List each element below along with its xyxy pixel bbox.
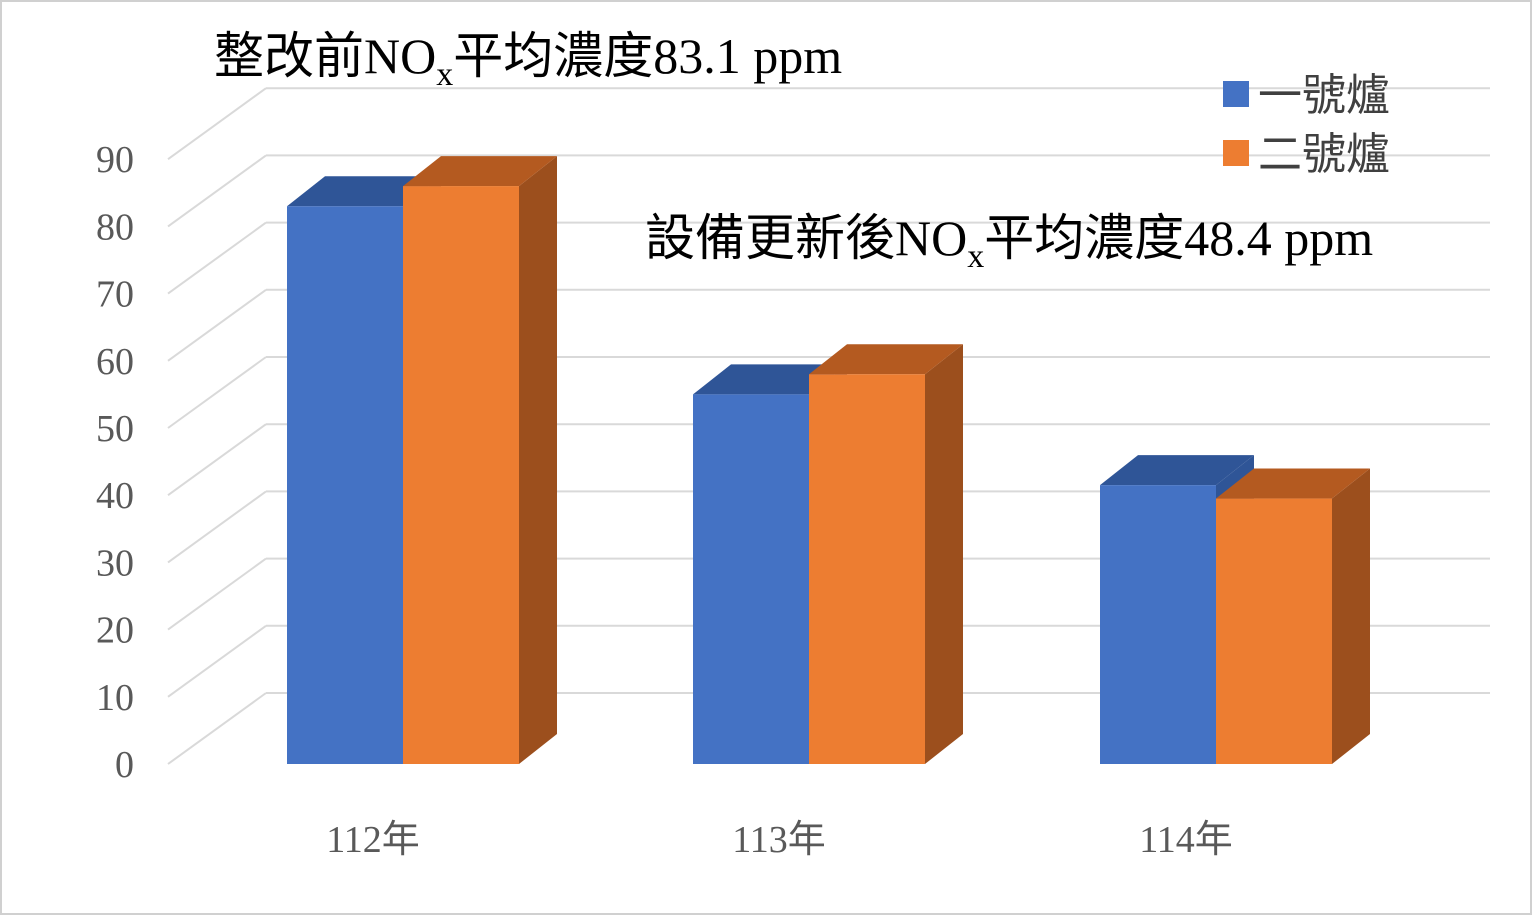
x-axis: 112年 113年 114年 bbox=[326, 819, 1233, 861]
gridline-depth bbox=[167, 221, 267, 295]
bar bbox=[809, 374, 925, 764]
y-tick-label: 0 bbox=[115, 744, 134, 786]
gridline-depth bbox=[167, 557, 267, 631]
legend-swatch-unit-2 bbox=[1223, 140, 1249, 166]
bar-top bbox=[693, 364, 847, 395]
gridline-depth bbox=[167, 490, 267, 564]
bar bbox=[287, 206, 403, 765]
bars bbox=[287, 156, 1370, 765]
gridline-depth bbox=[167, 692, 267, 765]
gridline-depth bbox=[167, 423, 267, 497]
bar-side bbox=[1332, 468, 1370, 764]
gridline-depth bbox=[167, 154, 267, 228]
bar-top bbox=[1100, 455, 1254, 486]
y-tick-label: 10 bbox=[96, 677, 134, 719]
gridline-depth bbox=[167, 624, 267, 698]
y-tick-label: 80 bbox=[96, 206, 134, 248]
y-tick-label: 20 bbox=[96, 610, 134, 652]
y-axis: 0 10 20 30 40 50 60 70 80 90 bbox=[96, 139, 134, 786]
gridline-depth bbox=[167, 87, 267, 161]
legend-swatch-unit-1 bbox=[1223, 81, 1249, 107]
bar bbox=[403, 186, 519, 764]
bar bbox=[693, 394, 809, 764]
bar-top bbox=[1216, 468, 1370, 499]
y-tick-label: 30 bbox=[96, 542, 134, 584]
bar-top bbox=[809, 344, 963, 375]
bar-top bbox=[287, 176, 441, 207]
gridline-depth bbox=[167, 288, 267, 362]
y-tick-label: 70 bbox=[96, 274, 134, 316]
bar-top bbox=[403, 156, 557, 187]
y-tick-label: 90 bbox=[96, 139, 134, 181]
bar bbox=[1100, 485, 1216, 764]
bar-side bbox=[519, 156, 557, 764]
x-tick-label: 112年 bbox=[326, 819, 420, 861]
y-tick-label: 40 bbox=[96, 475, 134, 517]
annotation-before-upgrade: 整改前NOx平均濃度83.1 ppm bbox=[214, 28, 842, 93]
y-tick-label: 60 bbox=[96, 341, 134, 383]
bar bbox=[1216, 498, 1332, 764]
annotation-after-upgrade: 設備更新後NOx平均濃度48.4 ppm bbox=[645, 210, 1373, 275]
x-tick-label: 114年 bbox=[1139, 819, 1233, 861]
y-tick-label: 50 bbox=[96, 408, 134, 450]
gridline-depth bbox=[167, 356, 267, 429]
x-tick-label: 113年 bbox=[732, 819, 826, 861]
legend-label-unit-1: 一號爐 bbox=[1258, 71, 1390, 120]
bar-side bbox=[925, 344, 963, 764]
legend-label-unit-2: 二號爐 bbox=[1258, 130, 1390, 179]
legend: 一號爐 二號爐 bbox=[1223, 71, 1390, 179]
